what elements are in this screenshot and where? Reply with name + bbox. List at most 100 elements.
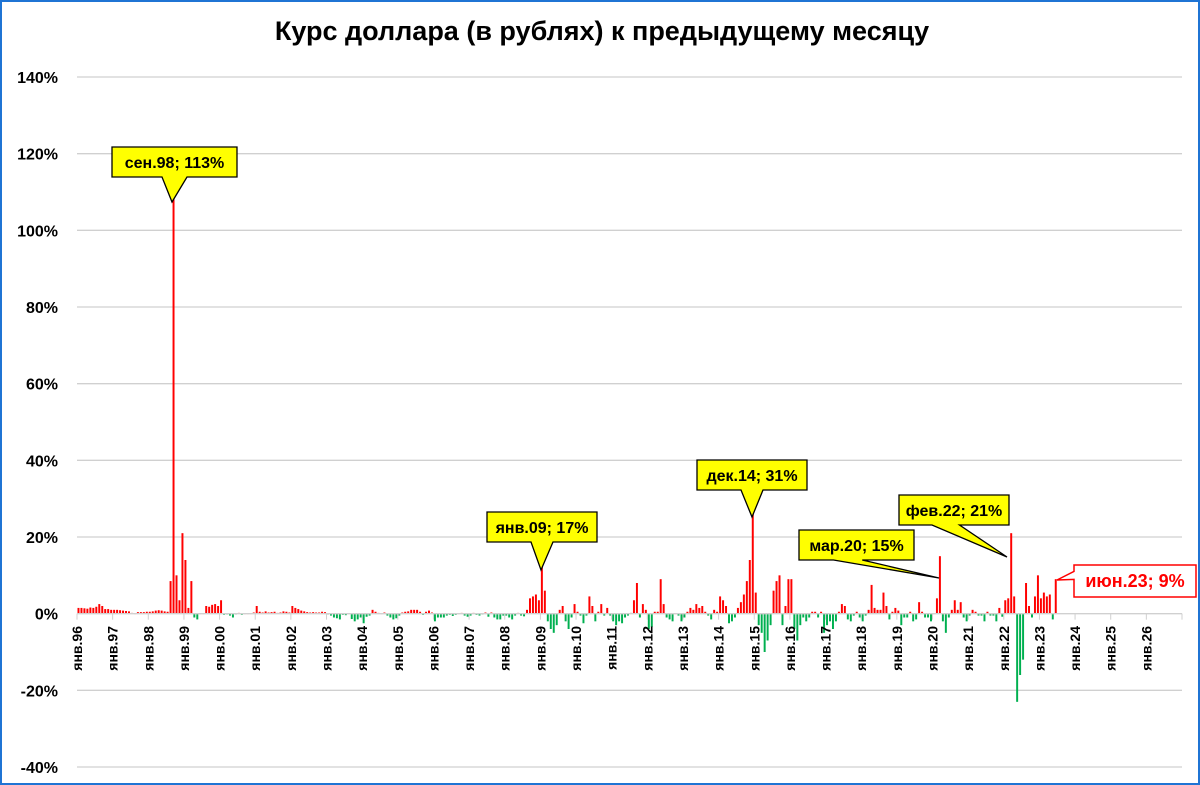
x-tick-label: янв.11 (604, 626, 620, 670)
x-tick-label: янв.04 (354, 626, 370, 671)
bar (145, 611, 148, 614)
bar (826, 613, 829, 626)
bar (989, 613, 992, 616)
bar (546, 613, 549, 622)
bar (986, 611, 989, 614)
bar (647, 613, 650, 629)
callout: дек.14; 31% (696, 459, 808, 519)
bar (142, 612, 145, 614)
bar (520, 613, 523, 616)
bar (840, 604, 843, 614)
bar (1001, 613, 1004, 617)
bar (612, 613, 615, 622)
bar (1022, 613, 1025, 660)
bar (897, 610, 900, 614)
bar (805, 613, 808, 622)
bar (775, 581, 778, 614)
y-tick-label: 40% (26, 453, 58, 470)
bar (953, 600, 956, 614)
bar (303, 611, 306, 614)
bar (772, 590, 775, 614)
bar (930, 613, 932, 622)
bar (677, 613, 680, 616)
bar (802, 613, 805, 618)
bar (591, 606, 594, 614)
callout: янв.09; 17% (486, 511, 598, 572)
bar (101, 606, 104, 614)
callout-label: июн.23; 9% (1085, 571, 1184, 591)
bar (635, 583, 638, 614)
bar (526, 609, 529, 614)
x-tick-label: янв.17 (818, 626, 834, 671)
bar (891, 611, 894, 614)
bar (549, 613, 552, 629)
bar (671, 613, 674, 622)
bar (231, 613, 234, 618)
bar (710, 613, 713, 620)
bar (410, 609, 413, 614)
x-tick-label: янв.08 (497, 626, 513, 671)
callout-box (486, 511, 598, 572)
bar (725, 606, 728, 614)
bar (258, 611, 261, 614)
bar (594, 613, 597, 622)
bar (404, 611, 407, 614)
bar (662, 604, 665, 614)
bar (918, 602, 921, 614)
bar (941, 613, 944, 622)
bar (1010, 533, 1013, 614)
bar (312, 612, 315, 614)
bar (686, 611, 689, 614)
bar (615, 613, 618, 626)
bar (104, 609, 107, 614)
bar (264, 611, 267, 614)
callout-label: дек.14; 31% (706, 468, 797, 485)
bar (704, 611, 707, 614)
bar (178, 600, 181, 614)
bar (407, 611, 410, 614)
x-tick-label: янв.13 (675, 626, 691, 671)
bar (650, 613, 653, 628)
bar (502, 613, 505, 616)
bar (359, 613, 362, 618)
bar (959, 602, 962, 614)
bar (621, 613, 624, 624)
bar (722, 600, 725, 614)
x-tick-label: янв.00 (212, 626, 228, 671)
bar (573, 604, 576, 614)
callouts: сен.98; 113% янв.09; 17% дек.14; 31% мар.20… (111, 146, 1197, 598)
bar (808, 613, 811, 618)
bar (831, 613, 834, 629)
bar (876, 609, 879, 614)
bar (1028, 606, 1031, 614)
bar (947, 613, 950, 618)
bar (885, 606, 888, 614)
bar (695, 604, 698, 614)
bar (935, 598, 938, 614)
bar (107, 609, 110, 614)
bar (778, 575, 781, 614)
y-tick-label: 20% (26, 530, 58, 547)
bar (228, 613, 231, 616)
bar (730, 613, 733, 622)
bar (962, 613, 965, 618)
bar (356, 613, 359, 620)
bar (638, 613, 641, 618)
bar (1031, 613, 1033, 618)
bar (291, 606, 294, 614)
bar (350, 613, 353, 620)
y-tick-label: -40% (21, 760, 58, 777)
bar (834, 613, 837, 622)
bar (799, 613, 802, 626)
bar (270, 612, 273, 614)
x-tick-label: янв.09 (532, 626, 548, 671)
y-tick-label: 140% (17, 70, 58, 87)
bar (888, 613, 891, 620)
bar (600, 604, 603, 614)
bar (190, 581, 193, 614)
x-tick-label: янв.15 (746, 626, 762, 671)
bar (846, 613, 849, 620)
bar (1045, 596, 1048, 614)
x-tick-label: янв.24 (1067, 626, 1083, 671)
